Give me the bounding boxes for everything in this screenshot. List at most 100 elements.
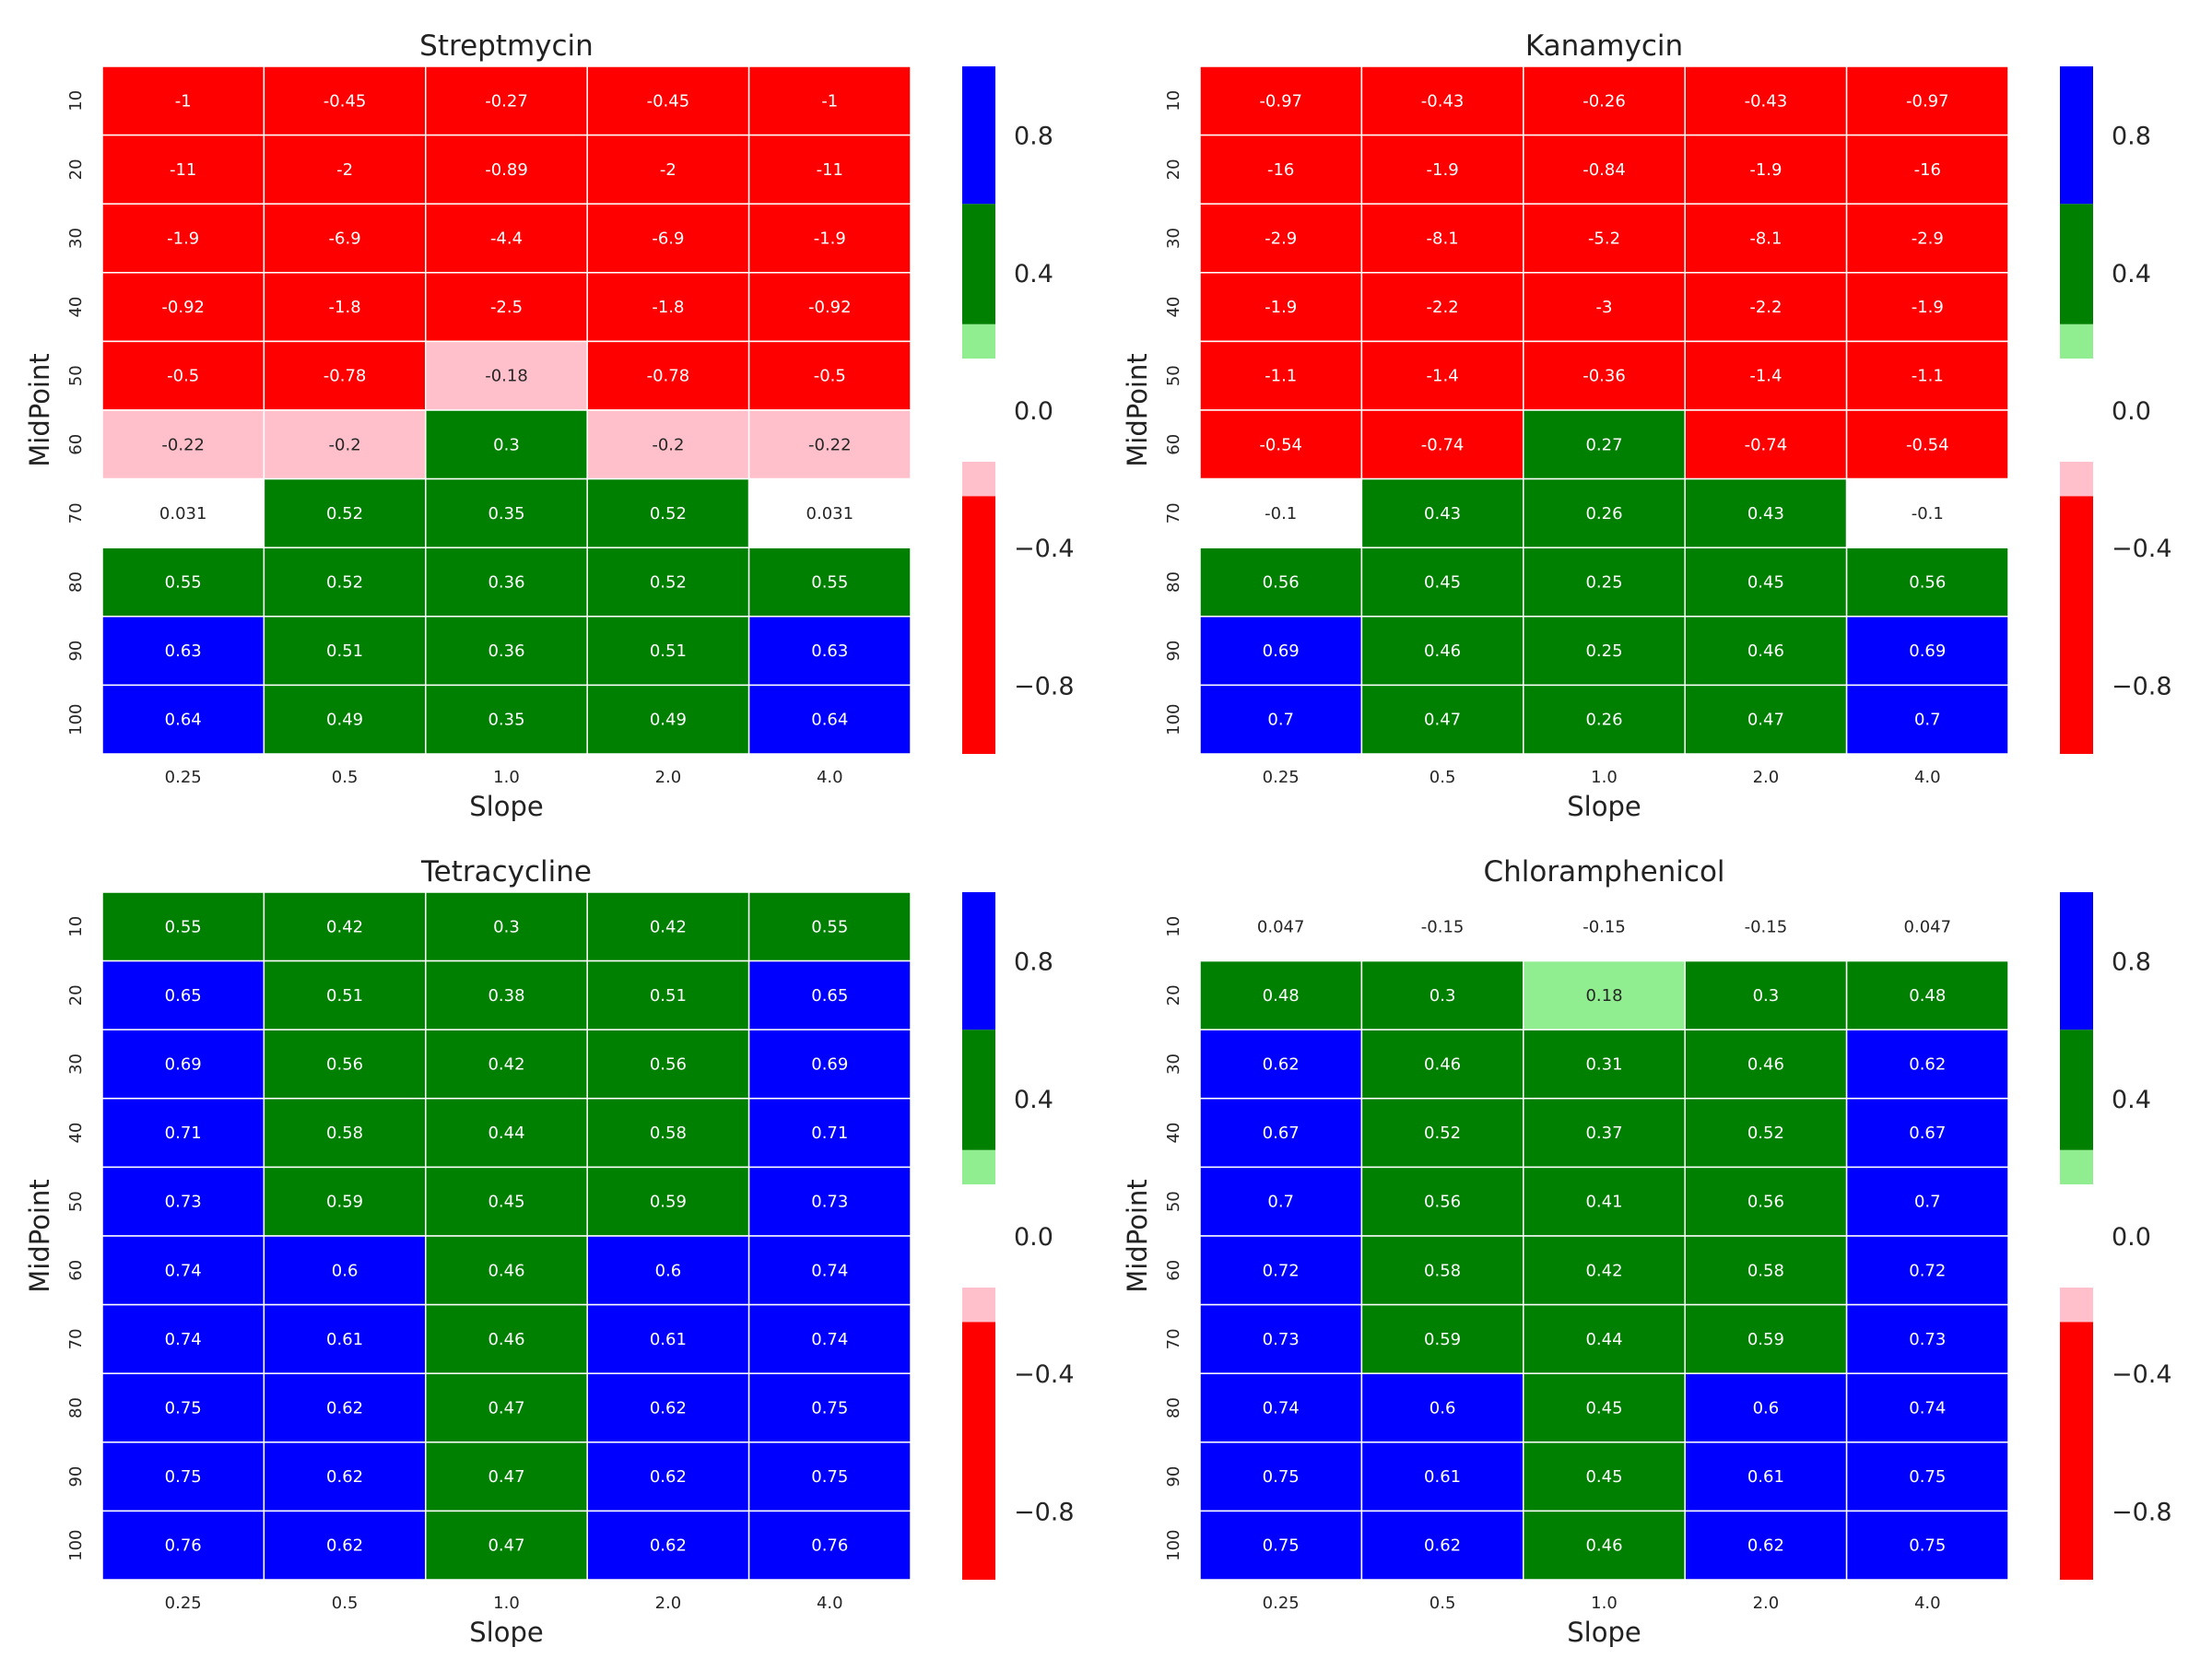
heatmap-cell <box>747 1235 912 1306</box>
heatmap-cell <box>747 409 912 480</box>
cell-label: 0.69 <box>1909 641 1946 661</box>
cell-label: 0.73 <box>1909 1330 1946 1349</box>
cell-label: 0.47 <box>488 1467 524 1487</box>
heatmap-cell <box>1523 547 1686 618</box>
heatmap-cell <box>1845 65 2009 136</box>
y-tick-label: 30 <box>66 1053 86 1075</box>
cell-label: -0.78 <box>647 367 690 386</box>
heatmap-cell <box>263 203 427 274</box>
cell-label: 0.46 <box>1585 1536 1622 1556</box>
heatmap-cell <box>425 65 588 136</box>
cell-label: -0.74 <box>1745 435 1788 454</box>
x-tick-label: 0.25 <box>1263 768 1300 787</box>
cell-label: 0.62 <box>326 1399 363 1418</box>
colorbar-tick-label: 0.4 <box>1014 260 1053 288</box>
heatmap-cell <box>1199 1029 1363 1100</box>
heatmap-cell <box>263 340 427 411</box>
heatmap-cell <box>1523 684 1686 755</box>
cell-label: 0.46 <box>1424 1055 1461 1075</box>
colorbar-segment <box>962 1322 995 1580</box>
cell-label: 0.56 <box>1263 573 1300 593</box>
y-tick-label: 20 <box>66 159 86 180</box>
heatmap-cell <box>747 477 912 548</box>
cell-label: 0.43 <box>1747 504 1784 524</box>
heatmap-cell <box>425 547 588 618</box>
heatmap-cell <box>1845 1441 2009 1512</box>
y-tick-label: 70 <box>66 502 86 524</box>
heatmap-cell <box>1845 547 2009 618</box>
y-tick-label: 50 <box>1164 365 1183 386</box>
x-axis-label: Slope <box>1567 1617 1641 1648</box>
cell-label: 0.76 <box>165 1536 202 1556</box>
heatmap-cell <box>586 547 750 618</box>
cell-label: 0.63 <box>811 641 848 661</box>
cell-label: -0.45 <box>324 91 367 111</box>
x-tick-label: 0.5 <box>1430 768 1456 787</box>
cell-label: 0.58 <box>1747 1261 1784 1280</box>
y-tick-label: 90 <box>66 641 86 662</box>
heatmap-cell <box>425 1098 588 1169</box>
cell-label: 0.7 <box>1914 1193 1941 1212</box>
cell-label: 0.67 <box>1909 1124 1946 1143</box>
colorbar-segment <box>2060 1287 2093 1323</box>
colorbar-tick-label: −0.8 <box>2112 672 2172 700</box>
cell-label: -0.45 <box>647 91 690 111</box>
cell-label: 0.31 <box>1585 1055 1622 1075</box>
cell-label: 0.62 <box>326 1467 363 1487</box>
heatmap-cell <box>586 272 750 343</box>
x-tick-label: 2.0 <box>1753 1594 1780 1613</box>
cell-label: 0.75 <box>811 1467 848 1487</box>
heatmap-cell <box>425 272 588 343</box>
cell-label: -6.9 <box>652 229 684 249</box>
heatmap-cell <box>1360 684 1524 755</box>
x-tick-label: 0.25 <box>1263 1594 1300 1613</box>
y-tick-label: 20 <box>1164 159 1183 180</box>
heatmap-cell <box>101 1510 265 1581</box>
cell-label: -3 <box>1596 298 1613 317</box>
y-tick-label: 80 <box>1164 571 1183 593</box>
cell-label: 0.52 <box>326 504 363 524</box>
cell-label: 0.61 <box>1424 1467 1461 1487</box>
heatmap-cell <box>1684 409 1848 480</box>
heatmap-cell <box>1845 891 2009 962</box>
cell-label: 0.42 <box>650 917 687 936</box>
x-tick-label: 4.0 <box>817 1594 843 1613</box>
cell-label: -2 <box>336 160 353 180</box>
cell-label: -8.1 <box>1749 229 1782 249</box>
y-tick-label: 20 <box>1164 984 1183 1006</box>
colorbar-segment <box>2060 1149 2093 1185</box>
cell-label: 0.37 <box>1585 1124 1622 1143</box>
cell-label: -1.9 <box>1427 160 1459 180</box>
cell-label: 0.45 <box>1747 573 1784 593</box>
x-tick-label: 0.5 <box>332 1594 359 1613</box>
heatmap-cell <box>425 959 588 1030</box>
heatmap-cell <box>263 891 427 962</box>
heatmap-cell <box>1360 1510 1524 1581</box>
cell-label: 0.74 <box>1263 1399 1300 1418</box>
cell-label: 0.45 <box>1585 1467 1622 1487</box>
cell-label: 0.51 <box>650 986 687 1006</box>
cell-label: 0.46 <box>1747 1055 1784 1075</box>
y-tick-label: 10 <box>1164 916 1183 937</box>
cell-label: 0.27 <box>1585 435 1622 454</box>
heatmap-cell <box>1199 1510 1363 1581</box>
cell-label: 0.63 <box>165 641 202 661</box>
colorbar-tick-label: 0.0 <box>1014 397 1053 426</box>
cell-label: 0.74 <box>811 1330 848 1349</box>
cell-label: 0.74 <box>811 1261 848 1280</box>
heatmap-cell <box>1684 340 1848 411</box>
y-tick-label: 50 <box>66 365 86 386</box>
y-tick-label: 30 <box>1164 228 1183 249</box>
heatmap-cell <box>1523 409 1686 480</box>
heatmap-cell <box>1199 891 1363 962</box>
cell-label: 0.42 <box>1585 1261 1622 1280</box>
heatmap-cell <box>1684 134 1848 205</box>
cell-label: 0.61 <box>1747 1467 1784 1487</box>
x-tick-label: 1.0 <box>1591 1594 1618 1613</box>
heatmap-cell <box>747 1029 912 1100</box>
heatmap-cell <box>586 684 750 755</box>
heatmap-cell <box>747 547 912 618</box>
heatmap-cell <box>1684 1372 1848 1443</box>
cell-label: 0.51 <box>650 641 687 661</box>
heatmap-cell <box>1199 477 1363 548</box>
